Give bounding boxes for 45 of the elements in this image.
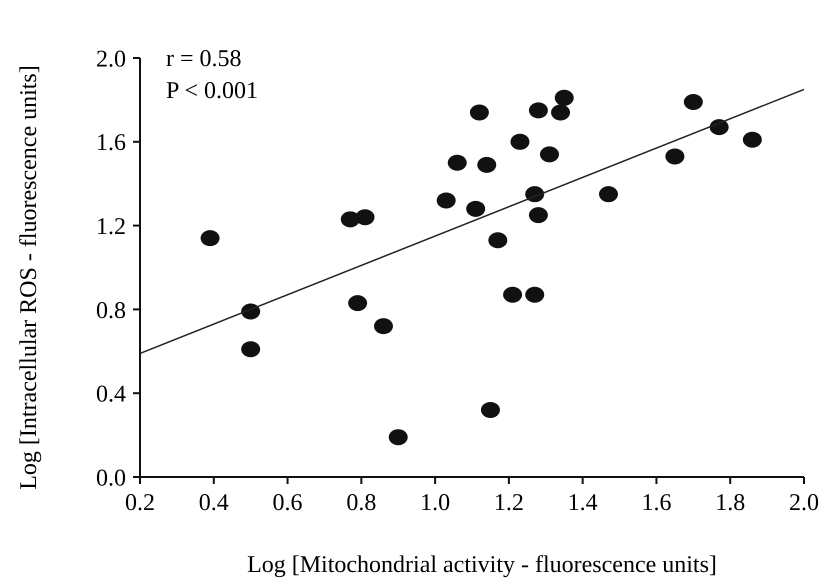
- x-tick-label: 1.8: [715, 490, 746, 516]
- point: [665, 148, 684, 164]
- x-tick-label: 1.0: [420, 490, 450, 516]
- point: [241, 341, 260, 358]
- y-tick-label: 1.2: [96, 214, 126, 240]
- point: [684, 94, 703, 110]
- y-tick-label: 0.4: [96, 382, 126, 408]
- y-axis-title: Log [Intracellular ROS - fluorescence units]: [16, 65, 42, 490]
- y-tick-label: 0.8: [96, 298, 126, 324]
- point: [436, 192, 456, 208]
- point: [598, 186, 618, 202]
- y-tick-label: 2.0: [96, 46, 126, 72]
- point: [466, 200, 486, 217]
- point: [348, 295, 368, 312]
- x-tick-label: 0.4: [198, 490, 229, 516]
- x-tick-label: 1.2: [494, 490, 524, 516]
- point: [554, 90, 574, 106]
- x-tick-label: 1.4: [568, 490, 598, 516]
- point: [388, 429, 408, 446]
- x-tick-label: 1.6: [641, 490, 672, 516]
- y-tick-label: 0.0: [96, 465, 126, 492]
- x-axis-title: Log [Mitochondrial activity - fluorescence units]: [247, 552, 717, 578]
- point: [470, 104, 489, 120]
- point: [503, 286, 522, 303]
- point: [528, 102, 548, 118]
- point: [477, 156, 496, 173]
- y-tick-label: 1.6: [96, 130, 126, 156]
- point: [374, 318, 393, 334]
- x-tick-label: 0.2: [125, 490, 155, 516]
- point: [528, 207, 548, 224]
- x-tick-label: 0.6: [272, 490, 303, 516]
- annotation: r = 0.58: [166, 46, 242, 72]
- point: [742, 132, 762, 148]
- point: [480, 402, 500, 418]
- point: [488, 232, 508, 248]
- annotation: P < 0.001: [166, 78, 258, 104]
- x-tick-label: 0.8: [346, 490, 376, 516]
- point: [200, 230, 220, 246]
- point: [540, 146, 559, 162]
- point: [525, 286, 544, 303]
- point: [510, 134, 530, 150]
- point: [356, 209, 375, 226]
- point: [551, 104, 570, 120]
- point: [448, 154, 467, 171]
- x-tick-label: 2.0: [789, 490, 819, 516]
